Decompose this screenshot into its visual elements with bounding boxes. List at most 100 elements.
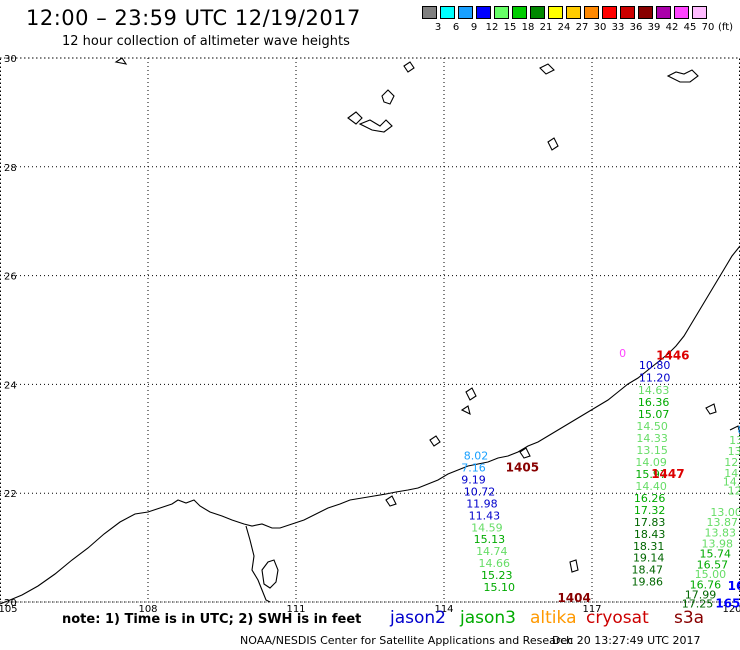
pass-time-label: 1404 bbox=[557, 591, 590, 605]
footer-note: note: 1) Time is in UTC; 2) SWH is in fe… bbox=[62, 612, 362, 627]
legend-swatch bbox=[566, 6, 581, 19]
map-frame bbox=[0, 57, 740, 603]
satellite-name-s3a: s3a bbox=[674, 608, 705, 628]
wave-height-value: 18.43 bbox=[634, 528, 666, 541]
legend-unit: (ft) bbox=[718, 22, 734, 33]
wave-height-value: 16.26 bbox=[634, 492, 666, 505]
legend-label: 9 bbox=[470, 22, 478, 33]
wave-height-value: 13.16 bbox=[728, 445, 740, 458]
wave-height-value: 16.76 bbox=[690, 578, 722, 591]
legend-label: 33 bbox=[611, 22, 625, 33]
legend-swatch bbox=[584, 6, 599, 19]
wave-height-value: 19.14 bbox=[633, 552, 665, 565]
lat-tick-label: 20 bbox=[4, 598, 17, 609]
legend-label: 18 bbox=[521, 22, 535, 33]
lon-tick-label: 111 bbox=[286, 604, 305, 615]
wave-height-value: 14.33 bbox=[636, 432, 668, 445]
wave-height-value: 12.16 bbox=[724, 456, 740, 469]
wave-height-value: 15.00 bbox=[695, 568, 727, 581]
wave-height-value: 9.19 bbox=[461, 473, 486, 486]
wave-height-value: 11.98 bbox=[466, 497, 498, 510]
wave-height-value: 18.31 bbox=[633, 540, 665, 553]
pass-time-label: 1656 bbox=[715, 596, 740, 610]
lat-tick-label: 28 bbox=[4, 163, 17, 174]
wave-height-value: 17.83 bbox=[634, 516, 666, 529]
lon-tick-label: 108 bbox=[138, 604, 157, 615]
coastline bbox=[0, 57, 740, 605]
legend-label: 39 bbox=[647, 22, 661, 33]
map-title: 12:00 – 23:59 UTC 12/19/2017 bbox=[26, 6, 361, 30]
pass-time-label: 1447 bbox=[651, 467, 684, 481]
wave-height-value: 18.47 bbox=[631, 564, 663, 577]
wave-height-value: 14.59 bbox=[471, 521, 503, 534]
wave-height-value: 15.13 bbox=[474, 533, 506, 546]
wave-height-value: 15.10 bbox=[483, 581, 515, 594]
legend-label: 21 bbox=[539, 22, 553, 33]
legend-swatch bbox=[476, 6, 491, 19]
lat-tick-label: 30 bbox=[4, 54, 17, 65]
lon-tick-label: 117 bbox=[582, 604, 601, 615]
legend-swatch bbox=[494, 6, 509, 19]
wave-height-value: 11.20 bbox=[639, 372, 671, 385]
generation-timestamp: Dec 20 13:27:49 UTC 2017 bbox=[552, 634, 701, 647]
map-subtitle: 12 hour collection of altimeter wave hei… bbox=[62, 34, 350, 49]
lon-tick-label: 120 bbox=[722, 604, 740, 615]
wave-height-value: 13. bbox=[729, 434, 740, 447]
legend-label: 3 bbox=[434, 22, 442, 33]
wave-height-value: 15.07 bbox=[638, 408, 670, 421]
pass-time-label: 1405 bbox=[506, 460, 539, 474]
wave-height-value: 13.98 bbox=[702, 538, 734, 551]
legend-swatch bbox=[548, 6, 563, 19]
wave-height-value: 14.66 bbox=[479, 557, 511, 570]
legend-label: 42 bbox=[665, 22, 679, 33]
wave-height-value: 16.57 bbox=[697, 558, 729, 571]
wave-height-value: 0 bbox=[619, 347, 626, 360]
legend-swatch bbox=[530, 6, 545, 19]
legend-label: 24 bbox=[557, 22, 571, 33]
legend-swatch bbox=[440, 6, 455, 19]
legend-swatch bbox=[692, 6, 707, 19]
legend-label: 45 bbox=[683, 22, 697, 33]
wave-height-value: 12.86 bbox=[728, 484, 740, 497]
pass-time-label: 1446 bbox=[656, 348, 689, 362]
satellite-name-cryosat: cryosat bbox=[586, 608, 649, 628]
satellite-name-jason2: jason2 bbox=[390, 608, 446, 628]
legend-swatch bbox=[620, 6, 635, 19]
wave-height-value: 19.86 bbox=[631, 576, 663, 589]
wave-height-value: 14.09 bbox=[635, 456, 667, 469]
wave-height-value: 14.63 bbox=[638, 384, 670, 397]
legend-swatch bbox=[656, 6, 671, 19]
legend-swatch bbox=[638, 6, 653, 19]
legend-label: 12 bbox=[485, 22, 499, 33]
pass-time-label: 165 bbox=[728, 579, 740, 593]
wave-height-value: 17.99 bbox=[685, 589, 717, 602]
wave-height-value: 8.02 bbox=[464, 449, 489, 462]
wave-height-value: 10.80 bbox=[639, 359, 671, 372]
lat-lon-grid: 105 108 111 114 117 120 20 22 24 26 28 30 bbox=[0, 54, 740, 615]
wave-height-value: 14.37 bbox=[723, 476, 740, 489]
wave-height-value: 16.36 bbox=[638, 396, 670, 409]
wave-height-value: 7.16 bbox=[461, 461, 486, 474]
observation-labels: 10.8011.2014.6316.3615.0714.5014.3313.15… bbox=[461, 347, 740, 610]
wave-height-value: 13.87 bbox=[706, 516, 738, 529]
wave-height-value: 8 bbox=[738, 423, 740, 436]
legend-swatch bbox=[674, 6, 689, 19]
legend-swatch bbox=[422, 6, 437, 19]
legend-label: 6 bbox=[452, 22, 460, 33]
wave-height-value: 15.23 bbox=[481, 569, 513, 582]
wave-height-value: 15.97 bbox=[635, 468, 667, 481]
lat-tick-label: 22 bbox=[4, 489, 17, 500]
satellite-name-jason3: jason3 bbox=[460, 608, 516, 628]
wave-height-value: 13.15 bbox=[636, 444, 668, 457]
pass-time-labels: 1446 1405 1447 1404 165 1656 bbox=[506, 348, 740, 610]
lat-tick-label: 24 bbox=[4, 380, 17, 391]
legend-label: 70 bbox=[701, 22, 715, 33]
wave-height-value: 17.25 bbox=[682, 597, 714, 610]
wave-height-value: 11.43 bbox=[469, 509, 501, 522]
wave-height-value: 14.54 bbox=[724, 467, 740, 480]
wave-height-value: 13.00 bbox=[710, 506, 740, 519]
wave-height-value: 17.32 bbox=[634, 504, 666, 517]
lon-tick-label: 114 bbox=[434, 604, 453, 615]
satellite-name-altika: altika bbox=[530, 608, 577, 628]
